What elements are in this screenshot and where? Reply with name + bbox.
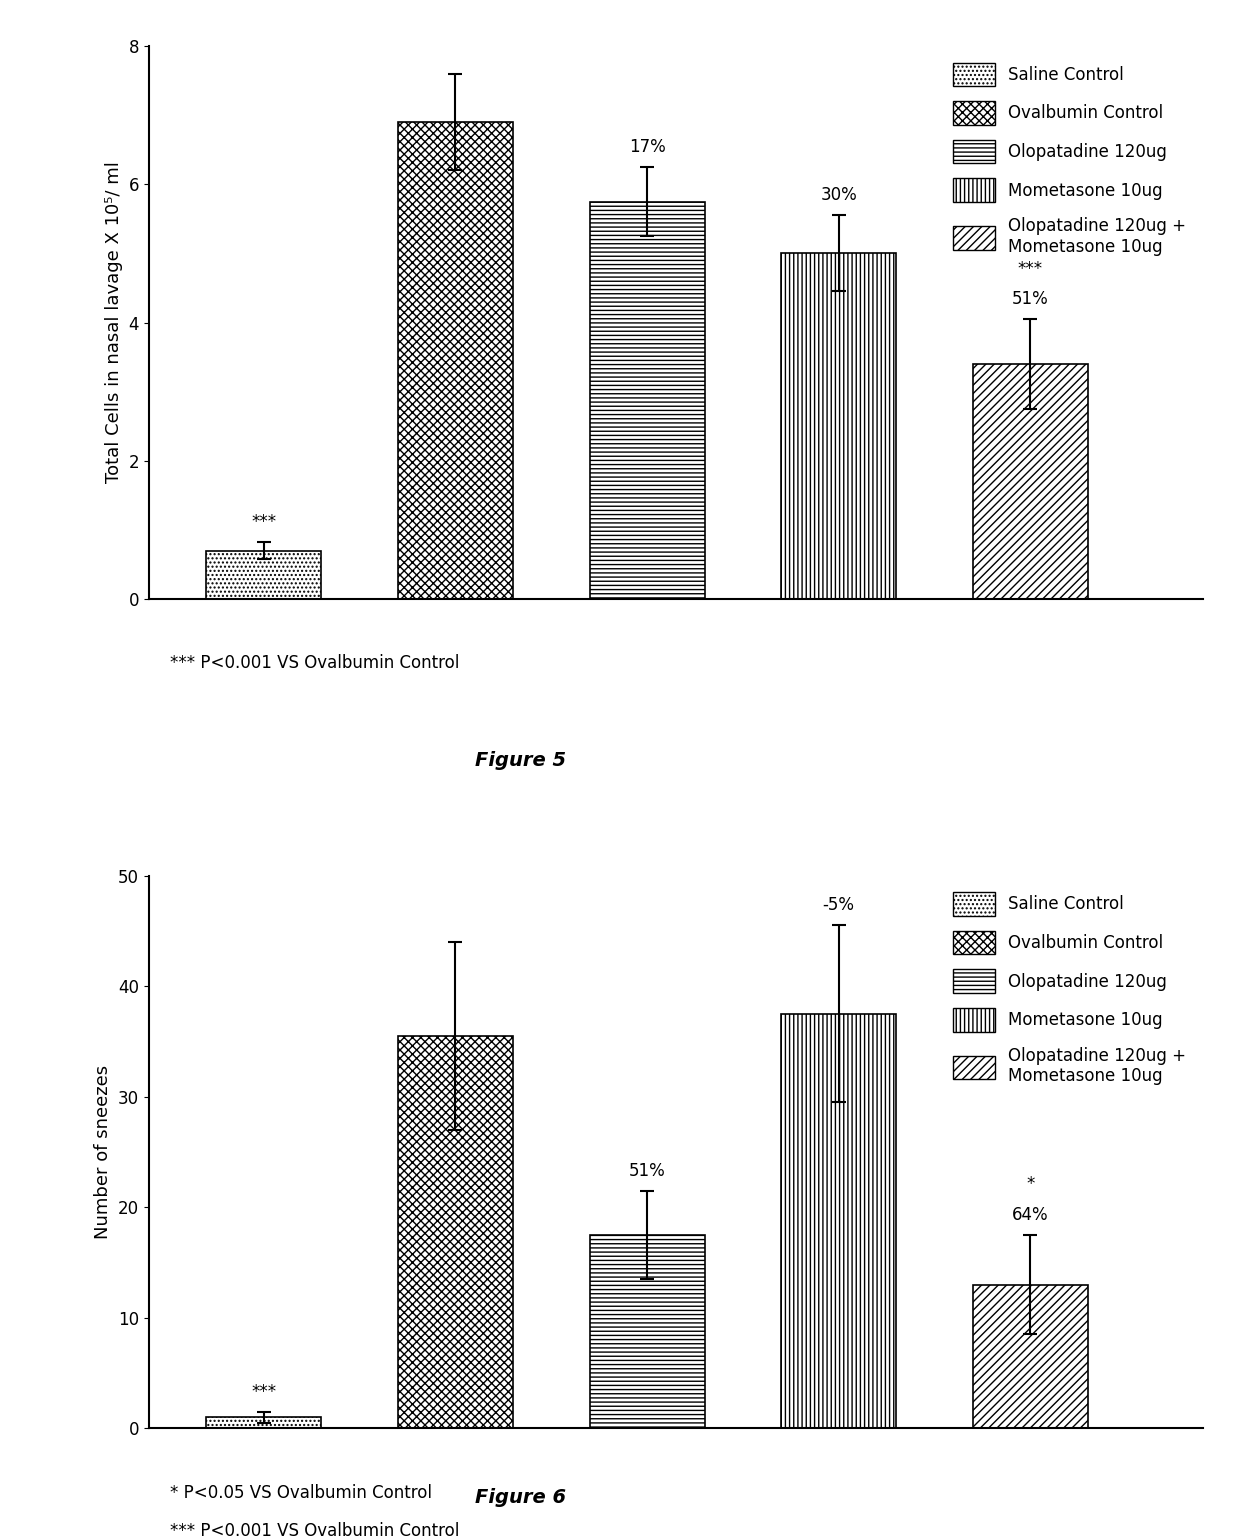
Bar xyxy=(973,364,1087,599)
Text: 17%: 17% xyxy=(629,138,666,157)
Text: 30%: 30% xyxy=(821,186,857,204)
Text: ***: *** xyxy=(252,1382,277,1401)
Bar xyxy=(398,1035,513,1428)
Text: Figure 5: Figure 5 xyxy=(475,751,567,770)
Bar xyxy=(398,121,513,599)
Y-axis label: Number of sneezes: Number of sneezes xyxy=(94,1064,113,1240)
Legend: Saline Control, Ovalbumin Control, Olopatadine 120ug, Mometasone 10ug, Olopatadi: Saline Control, Ovalbumin Control, Olopa… xyxy=(945,54,1194,264)
Legend: Saline Control, Ovalbumin Control, Olopatadine 120ug, Mometasone 10ug, Olopatadi: Saline Control, Ovalbumin Control, Olopa… xyxy=(945,883,1194,1094)
Text: * P<0.05 VS Ovalbumin Control: * P<0.05 VS Ovalbumin Control xyxy=(170,1484,432,1502)
Text: 64%: 64% xyxy=(1012,1206,1049,1224)
Y-axis label: Total Cells in nasal lavage X 10⁵/ ml: Total Cells in nasal lavage X 10⁵/ ml xyxy=(105,161,123,484)
Text: *** P<0.001 VS Ovalbumin Control: *** P<0.001 VS Ovalbumin Control xyxy=(170,1522,459,1536)
Text: 51%: 51% xyxy=(1012,290,1049,309)
Text: -5%: -5% xyxy=(822,895,854,914)
Text: *** P<0.001 VS Ovalbumin Control: *** P<0.001 VS Ovalbumin Control xyxy=(170,654,459,673)
Bar xyxy=(589,201,704,599)
Text: *: * xyxy=(1027,1175,1034,1193)
Text: 51%: 51% xyxy=(629,1161,666,1180)
Bar xyxy=(589,1235,704,1428)
Text: ***: *** xyxy=(252,513,277,531)
Bar xyxy=(781,253,897,599)
Text: ***: *** xyxy=(1018,260,1043,278)
Text: Figure 6: Figure 6 xyxy=(475,1488,567,1507)
Bar xyxy=(206,551,321,599)
Bar xyxy=(973,1284,1087,1428)
Bar xyxy=(206,1418,321,1428)
Bar xyxy=(781,1014,897,1428)
